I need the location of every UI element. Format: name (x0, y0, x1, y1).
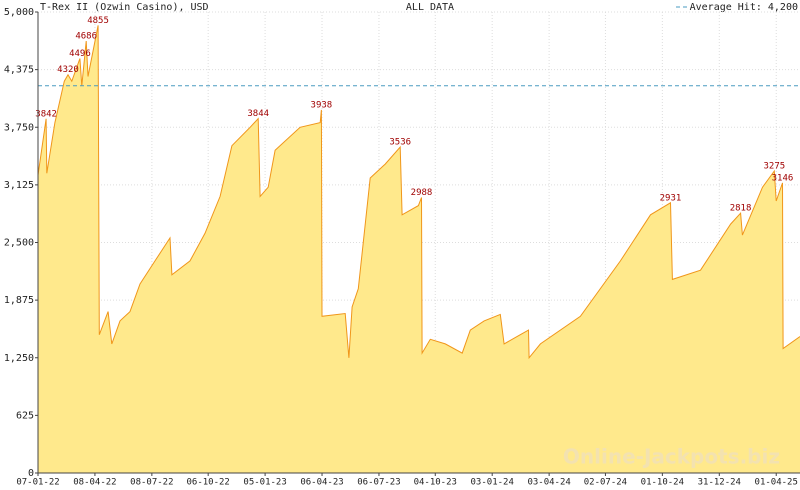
x-tick-label: 06-10-22 (186, 478, 229, 488)
peak-label: 4320 (57, 65, 79, 75)
area (38, 25, 800, 474)
x-tick-label: 04-10-23 (414, 478, 457, 488)
peak-label: 2931 (660, 193, 682, 203)
x-tick-label: 08-04-22 (73, 478, 116, 488)
x-tick-label: 01-10-24 (641, 478, 684, 488)
peak-label: 4496 (69, 49, 91, 59)
x-tick-label: 31-12-24 (698, 478, 741, 488)
chart-title: T-Rex II (Ozwin Casino), USD (40, 2, 209, 13)
peak-label: 3842 (35, 109, 57, 119)
peak-label: 3275 (764, 162, 786, 172)
x-tick-label: 05-01-23 (243, 478, 286, 488)
line (37, 25, 800, 360)
y-tick-label: 1,250 (4, 353, 34, 364)
watermark: Online-Jackpots.biz (563, 445, 780, 469)
peak-label: 3536 (389, 137, 411, 147)
y-tick-label: 625 (16, 410, 34, 421)
chart-subtitle: ALL DATA (406, 2, 454, 13)
peak-label: 2988 (411, 188, 433, 198)
peak-label: 3938 (311, 100, 333, 110)
x-tick-label: 02-07-24 (584, 478, 627, 488)
y-tick-label: 2,500 (4, 238, 34, 249)
peak-label: 4855 (87, 16, 109, 26)
peak-label: 2818 (730, 204, 752, 214)
y-tick-label: 4,375 (4, 65, 34, 76)
y-tick-label: 5,000 (4, 7, 34, 18)
peak-label: 3146 (772, 173, 794, 183)
average-legend: Average Hit: 4,200 (690, 2, 798, 13)
x-tick-label: 03-01-24 (471, 478, 514, 488)
peak-label: 3844 (247, 109, 269, 119)
y-tick-label: 0 (28, 468, 34, 479)
x-tick-label: 07-01-22 (16, 478, 59, 488)
y-tick-label: 1,875 (4, 295, 34, 306)
y-tick-label: 3,750 (4, 122, 34, 133)
x-tick-label: 06-04-23 (300, 478, 343, 488)
x-tick-label: 01-04-25 (755, 478, 798, 488)
x-tick-label: 06-07-23 (357, 478, 400, 488)
x-tick-label: 08-07-22 (130, 478, 173, 488)
y-tick-label: 3,125 (4, 180, 34, 191)
x-tick-label: 03-04-24 (527, 478, 570, 488)
peak-label: 4686 (75, 31, 97, 41)
